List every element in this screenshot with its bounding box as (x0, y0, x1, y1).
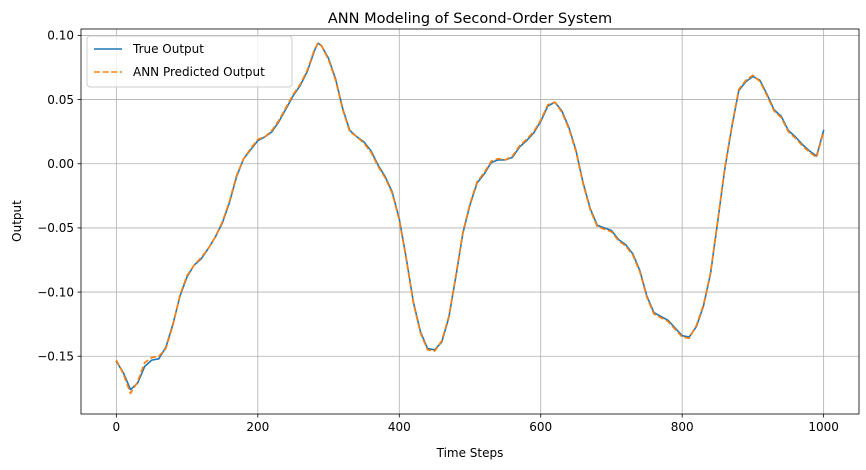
chart-title: ANN Modeling of Second-Order System (328, 11, 612, 27)
y-tick-label: 0.00 (47, 157, 74, 171)
x-tick-label: 0 (113, 420, 121, 434)
y-axis-label: Output (10, 200, 24, 242)
x-axis: 0 200 400 600 800 1000 (113, 414, 839, 434)
x-tick-label: 400 (388, 420, 411, 434)
y-axis: 0.10 0.05 0.00 −0.05 −0.10 −0.15 (37, 29, 81, 364)
x-axis-label: Time Steps (436, 446, 504, 460)
y-tick-label: −0.15 (37, 350, 74, 364)
y-tick-label: 0.05 (47, 93, 74, 107)
legend-label-ann-predicted-output: ANN Predicted Output (133, 65, 265, 79)
series-layer (115, 42, 825, 395)
legend-label-true-output: True Output (132, 42, 204, 56)
series-line-ann-predicted-output (115, 42, 825, 395)
legend-box (86, 35, 293, 88)
y-tick-label: −0.10 (37, 285, 74, 299)
x-tick-label: 1000 (808, 420, 839, 434)
x-tick-label: 600 (529, 420, 552, 434)
x-tick-label: 200 (246, 420, 269, 434)
y-tick-label: 0.10 (47, 29, 74, 43)
x-tick-label: 800 (671, 420, 694, 434)
legend: True Output ANN Predicted Output (86, 35, 293, 88)
axes-frame (80, 28, 860, 415)
y-tick-label: −0.05 (37, 221, 74, 235)
